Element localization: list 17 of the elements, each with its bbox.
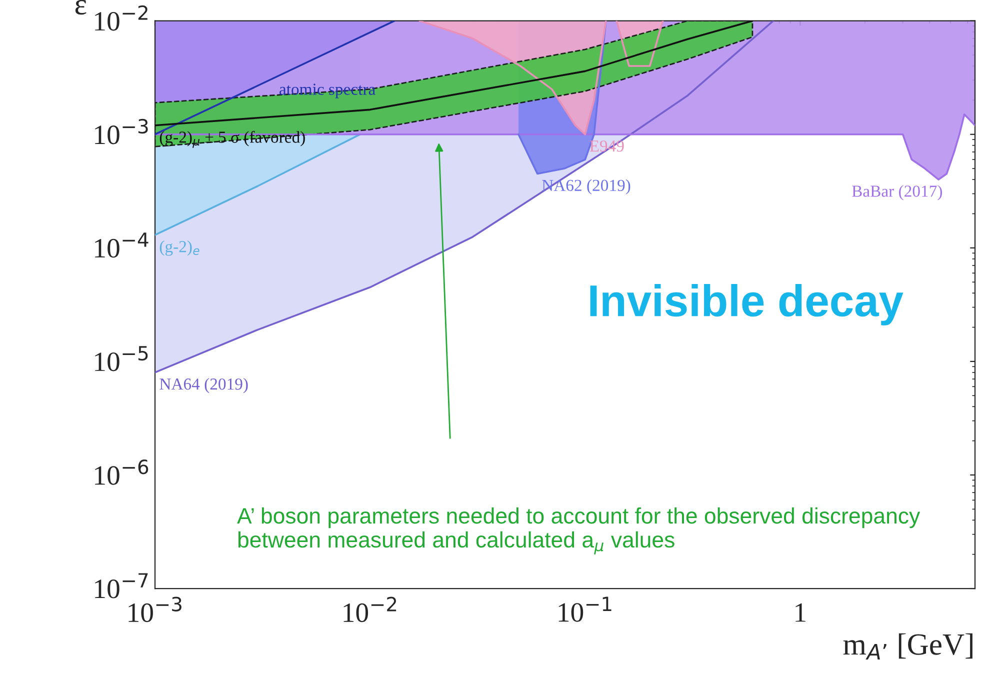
x-tick-label: 10$^{−3}$ xyxy=(128,596,182,622)
y-tick-label: 10$^{−4}$ xyxy=(95,232,148,258)
series-label: (g-2)$_{e}$ xyxy=(160,240,200,256)
y-tick-label: 10$^{−6}$ xyxy=(95,460,148,485)
x-tick-label: 10$^{−1}$ xyxy=(558,596,612,622)
y-axis-title: ε xyxy=(75,0,86,15)
x-tick-label: 1 xyxy=(796,603,806,622)
y-tick-label: 10$^{−3}$ xyxy=(95,118,148,144)
series-label: BaBar (2017) xyxy=(852,185,942,200)
annotation: Invisible decay xyxy=(590,284,904,326)
x-axis-title: m$_{A’}$ [GeV] xyxy=(843,633,972,660)
y-tick-label: 10$^{−2}$ xyxy=(95,5,148,31)
y-tick-label: 10$^{−5}$ xyxy=(95,346,148,372)
annotation: A’ boson parameters needed to account for the observed discrepancy between measured and calculated a$_{μ}$ values xyxy=(237,507,920,554)
y-tick-label: 10$^{−7}$ xyxy=(95,573,148,598)
series-label: NA64 (2019) xyxy=(160,378,248,394)
x-tick-label: 10$^{−2}$ xyxy=(344,596,396,622)
